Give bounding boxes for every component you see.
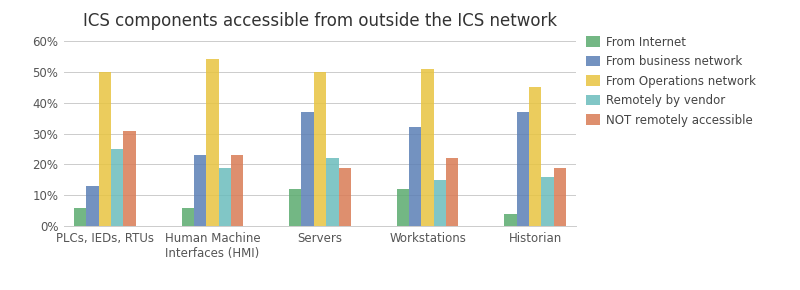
Bar [123,130,136,226]
Bar [338,168,351,226]
Bar [422,69,434,226]
Bar [182,208,194,226]
Bar [517,112,529,226]
Bar [554,168,566,226]
Bar [231,155,243,226]
Bar [98,72,111,226]
Bar [542,177,554,226]
Bar [326,158,338,226]
Bar [206,59,218,226]
Legend: From Internet, From business network, From Operations network, Remotely by vendo: From Internet, From business network, Fr… [581,31,761,131]
Bar [194,155,206,226]
Bar [74,208,86,226]
Bar [218,168,231,226]
Bar [434,180,446,226]
Bar [504,214,517,226]
Bar [111,149,123,226]
Bar [397,189,409,226]
Bar [529,87,542,226]
Title: ICS components accessible from outside the ICS network: ICS components accessible from outside t… [83,12,557,30]
Bar [446,158,458,226]
Bar [302,112,314,226]
Bar [314,72,326,226]
Bar [409,127,422,226]
Bar [86,186,98,226]
Bar [289,189,302,226]
